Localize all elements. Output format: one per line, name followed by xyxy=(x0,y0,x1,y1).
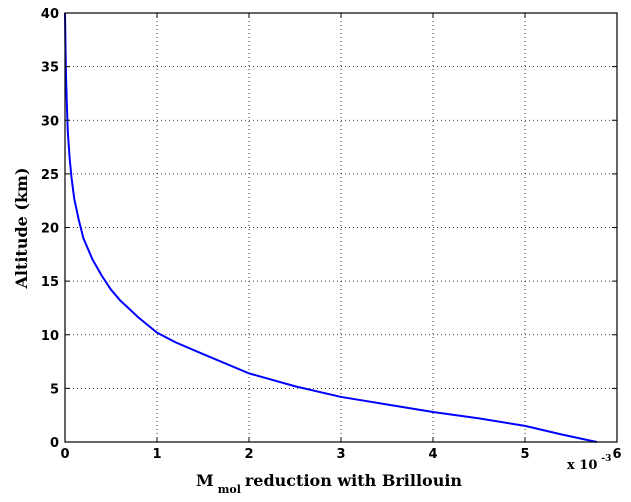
tick-labels: 0 1 2 3 4 5 6 0 5 10 15 20 25 30 35 40 xyxy=(41,7,622,462)
x-axis-multiplier: x 10 -3 xyxy=(567,454,611,473)
y-tick-label: 10 xyxy=(41,329,59,344)
x-tick-label: 4 xyxy=(428,447,437,462)
x-tick-label: 0 xyxy=(60,447,69,462)
data-series xyxy=(64,12,597,443)
x-tick-label: 6 xyxy=(612,447,621,462)
x-tick-label: 1 xyxy=(152,447,161,462)
ticks xyxy=(64,12,618,443)
y-tick-label: 20 xyxy=(41,222,59,237)
y-tick-label: 35 xyxy=(41,61,59,76)
x-tick-label: 5 xyxy=(520,447,529,462)
y-tick-label: 0 xyxy=(50,436,59,451)
altitude-line xyxy=(64,12,597,443)
y-tick-label: 30 xyxy=(41,114,59,129)
y-tick-label: 15 xyxy=(41,275,59,290)
y-tick-label: 40 xyxy=(41,7,59,22)
y-axis-label: Altitude (km) xyxy=(12,167,31,289)
y-tick-label: 25 xyxy=(41,168,59,183)
x-tick-label: 3 xyxy=(336,447,345,462)
x-axis-label: M mol reduction with Brillouin xyxy=(196,471,462,497)
y-tick-label: 5 xyxy=(50,382,59,397)
x-tick-label: 2 xyxy=(244,447,253,462)
grid xyxy=(65,13,617,442)
